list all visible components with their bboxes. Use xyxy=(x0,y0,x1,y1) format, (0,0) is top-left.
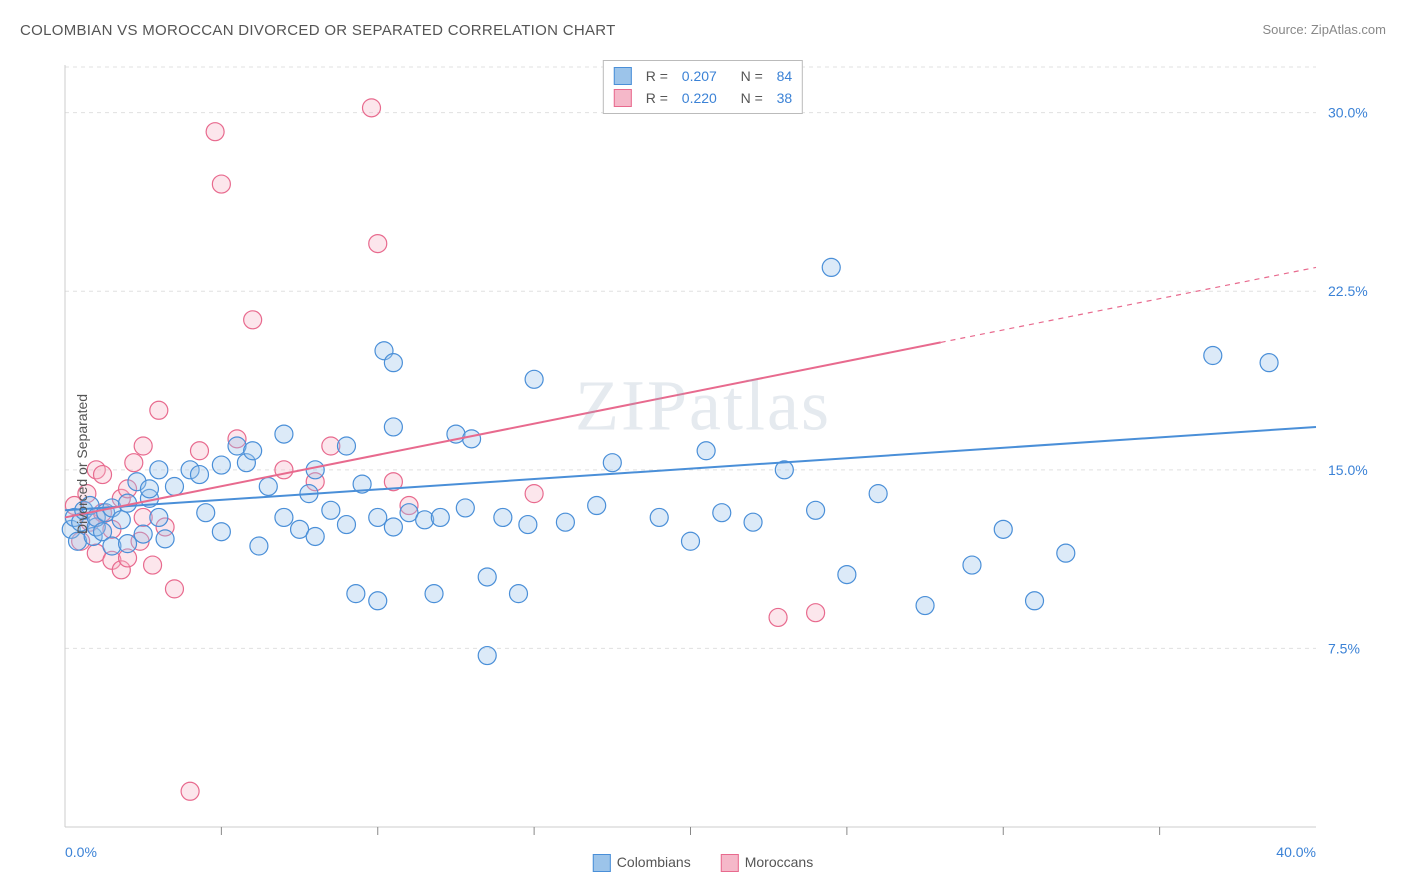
svg-text:0.0%: 0.0% xyxy=(65,844,97,860)
legend-stats: R = 0.207 N = 84 R = 0.220 N = 38 xyxy=(603,60,803,114)
scatter-chart: 7.5% 15.0% 22.5% 30.0% 0.0% 40.0% xyxy=(20,55,1386,872)
r-label: R = xyxy=(646,90,674,106)
legend-swatch-colombians xyxy=(593,854,611,872)
legend-label: Colombians xyxy=(617,854,691,870)
source-prefix: Source: xyxy=(1262,22,1310,37)
n-label: N = xyxy=(741,90,769,106)
legend-swatch-moroccans xyxy=(614,89,632,107)
svg-text:7.5%: 7.5% xyxy=(1328,640,1360,656)
r-value-1: 0.220 xyxy=(682,90,717,106)
svg-text:40.0%: 40.0% xyxy=(1276,844,1316,860)
chart-container: Divorced or Separated ZIPatlas 7.5%15.0%… xyxy=(20,55,1386,872)
source-attribution: Source: ZipAtlas.com xyxy=(1262,22,1386,37)
legend-swatch-colombians xyxy=(614,67,632,85)
legend-item-moroccans: Moroccans xyxy=(721,854,813,872)
legend-item-colombians: Colombians xyxy=(593,854,691,872)
legend-series: Colombians Moroccans xyxy=(593,854,813,872)
svg-text:22.5%: 22.5% xyxy=(1328,283,1368,299)
legend-stats-row-0: R = 0.207 N = 84 xyxy=(614,65,792,87)
legend-stats-row-1: R = 0.220 N = 38 xyxy=(614,87,792,109)
chart-title: COLOMBIAN VS MOROCCAN DIVORCED OR SEPARA… xyxy=(20,22,616,39)
svg-text:30.0%: 30.0% xyxy=(1328,105,1368,121)
source-name: ZipAtlas.com xyxy=(1311,22,1386,37)
r-label: R = xyxy=(646,68,674,84)
y-axis-label: Divorced or Separated xyxy=(74,393,90,533)
legend-swatch-moroccans xyxy=(721,854,739,872)
n-value-1: 38 xyxy=(777,90,793,106)
n-value-0: 84 xyxy=(777,68,793,84)
n-label: N = xyxy=(741,68,769,84)
r-value-0: 0.207 xyxy=(682,68,717,84)
legend-label: Moroccans xyxy=(745,854,813,870)
svg-text:15.0%: 15.0% xyxy=(1328,462,1368,478)
